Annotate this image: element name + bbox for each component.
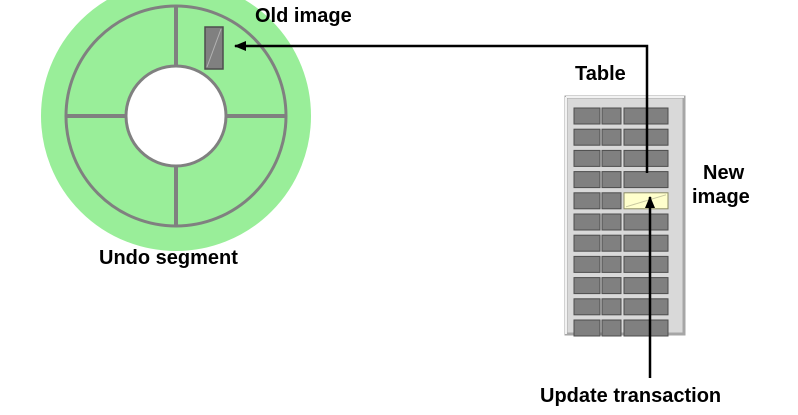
table-cell	[573, 192, 601, 210]
new-image-label-line2: image	[692, 186, 750, 208]
table-cell	[601, 107, 622, 125]
table-cell	[623, 319, 669, 337]
old-image-block-shine	[206, 28, 222, 68]
table-cell	[601, 277, 622, 295]
table-cell	[601, 319, 622, 337]
update-transaction-label: Update transaction	[540, 385, 722, 407]
undo-segment-label: Undo segment	[99, 247, 238, 269]
old-image-copy-arrow	[234, 41, 649, 173]
table-cell	[623, 213, 669, 231]
table-cell	[623, 171, 669, 189]
table-cell	[573, 213, 601, 231]
undo-segment-ring	[41, 0, 311, 251]
table-cell	[573, 319, 601, 337]
table-cell	[601, 234, 622, 252]
table-cell	[573, 298, 601, 316]
table-cell	[573, 128, 601, 146]
new-image-label-line1: New	[703, 162, 745, 184]
table-cell	[601, 255, 622, 273]
table-cells	[573, 107, 669, 337]
table-cell	[573, 277, 601, 295]
table-label: Table	[575, 63, 626, 85]
table-cell	[623, 255, 669, 273]
table-cell	[601, 128, 622, 146]
table-cell	[573, 107, 601, 125]
table-cell	[601, 149, 622, 167]
table-cell	[623, 277, 669, 295]
table-cell	[601, 213, 622, 231]
table-cell	[601, 192, 622, 210]
table-cell	[573, 149, 601, 167]
table-cell	[573, 171, 601, 189]
table	[564, 95, 686, 337]
undo-ring-inner-edge	[124, 64, 228, 168]
table-cell	[573, 234, 601, 252]
table-cell	[573, 255, 601, 273]
old-image-label: Old image	[255, 5, 352, 27]
table-cell	[601, 171, 622, 189]
table-cell	[623, 298, 669, 316]
table-cell	[601, 298, 622, 316]
table-cell	[623, 234, 669, 252]
